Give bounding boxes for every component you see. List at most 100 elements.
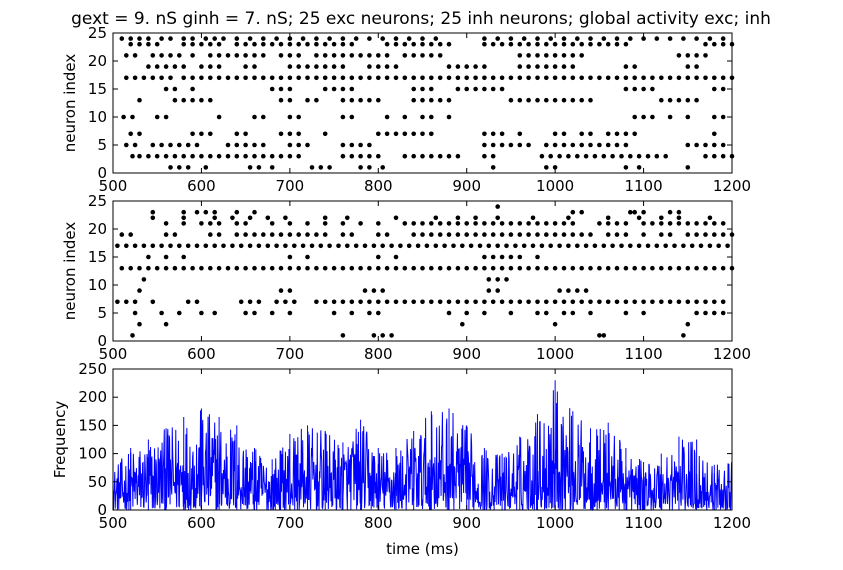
spike-point <box>296 64 302 69</box>
spike-point <box>694 53 699 58</box>
spike-point <box>632 209 637 215</box>
x-tick-label: 700 <box>276 514 305 532</box>
spike-point <box>703 265 708 271</box>
spike-point <box>230 215 235 221</box>
spike-point <box>455 299 461 305</box>
spike-point <box>252 114 257 120</box>
spike-point <box>278 86 284 92</box>
spike-point <box>672 243 677 249</box>
spike-point <box>296 75 302 81</box>
spike-point <box>252 64 257 69</box>
spike-point <box>358 299 363 305</box>
spike-point <box>685 53 691 58</box>
x-tick-label: 500 <box>99 177 128 195</box>
spike-point <box>322 86 328 92</box>
spike-point <box>552 221 558 226</box>
spike-point <box>433 36 439 41</box>
spike-point <box>676 215 682 221</box>
spike-point <box>225 142 231 148</box>
spike-point <box>283 243 288 249</box>
spike-point <box>247 299 253 305</box>
spike-point <box>667 221 673 226</box>
spike-point <box>482 41 487 47</box>
spike-point <box>597 221 602 226</box>
spike-point <box>561 41 567 47</box>
y-tick-label: 20 <box>88 52 107 70</box>
spike-point <box>172 153 178 159</box>
x-tick-label: 700 <box>276 345 305 363</box>
inh-raster-panel: 500 600 700 800 900 1000 1100 1200 0 5 10 15 20 25 neu… <box>61 192 751 363</box>
spike-point <box>698 243 704 249</box>
spike-point <box>150 209 156 215</box>
spike-point <box>199 265 204 271</box>
spike-point <box>349 114 355 120</box>
spike-point <box>261 41 266 47</box>
spike-point <box>499 75 505 81</box>
spike-point <box>287 53 293 58</box>
spike-point <box>287 310 293 316</box>
spike-point <box>490 41 496 47</box>
spike-point <box>203 243 209 249</box>
spike-point <box>588 131 593 137</box>
spike-point <box>208 64 213 69</box>
exc-raster-panel: 500 600 700 800 900 1000 1100 1200 0 5 10 15 20 25 neu… <box>61 24 751 195</box>
y-tick-label: 25 <box>88 192 107 210</box>
spike-points <box>115 204 735 338</box>
spike-point <box>552 232 558 237</box>
axes-frame <box>112 32 733 174</box>
spike-point <box>340 153 346 159</box>
spike-point <box>349 310 355 316</box>
spike-point <box>212 215 217 221</box>
spike-point <box>588 97 593 103</box>
spike-point <box>588 232 593 237</box>
spike-point <box>349 142 355 148</box>
spike-point <box>185 243 191 249</box>
spike-point <box>420 41 425 47</box>
spike-point <box>526 221 531 226</box>
spike-point <box>208 75 213 81</box>
spike-point <box>376 232 381 237</box>
spike-point <box>130 333 135 338</box>
spike-point <box>124 243 129 249</box>
spike-point <box>411 232 417 237</box>
spike-point <box>636 165 642 170</box>
y-tick-label: 15 <box>88 80 107 98</box>
spike-point <box>707 215 713 221</box>
spike-point <box>181 64 186 69</box>
spike-point <box>137 36 142 41</box>
spike-point <box>446 232 452 237</box>
spike-point <box>283 215 288 221</box>
spike-point <box>199 41 204 47</box>
spike-point <box>402 153 408 159</box>
spike-point <box>694 64 699 69</box>
spike-point <box>720 310 726 316</box>
spike-point <box>663 243 668 249</box>
spike-point <box>561 232 567 237</box>
spike-point <box>353 36 359 41</box>
spike-point <box>667 265 673 271</box>
spike-point <box>380 36 386 41</box>
spike-point <box>287 36 293 41</box>
spike-point <box>132 243 138 249</box>
spike-point <box>150 215 156 221</box>
spike-point <box>712 232 717 237</box>
x-tick-label: 700 <box>276 177 305 195</box>
spike-point <box>367 75 372 81</box>
spike-point <box>402 41 408 47</box>
spike-point <box>119 36 125 41</box>
spike-point <box>402 114 408 120</box>
spike-point <box>411 97 417 103</box>
spike-point <box>681 333 686 338</box>
spike-point <box>411 75 417 81</box>
spike-point <box>393 75 399 81</box>
spike-point <box>490 254 496 260</box>
spike-point <box>703 41 708 47</box>
spike-point <box>243 41 248 47</box>
spike-point <box>137 321 142 327</box>
y-tick-label: 20 <box>88 220 107 238</box>
spike-point <box>614 299 620 305</box>
spike-point <box>694 310 699 316</box>
spike-point <box>654 36 660 41</box>
spike-point <box>663 153 668 159</box>
spike-point <box>234 209 240 215</box>
